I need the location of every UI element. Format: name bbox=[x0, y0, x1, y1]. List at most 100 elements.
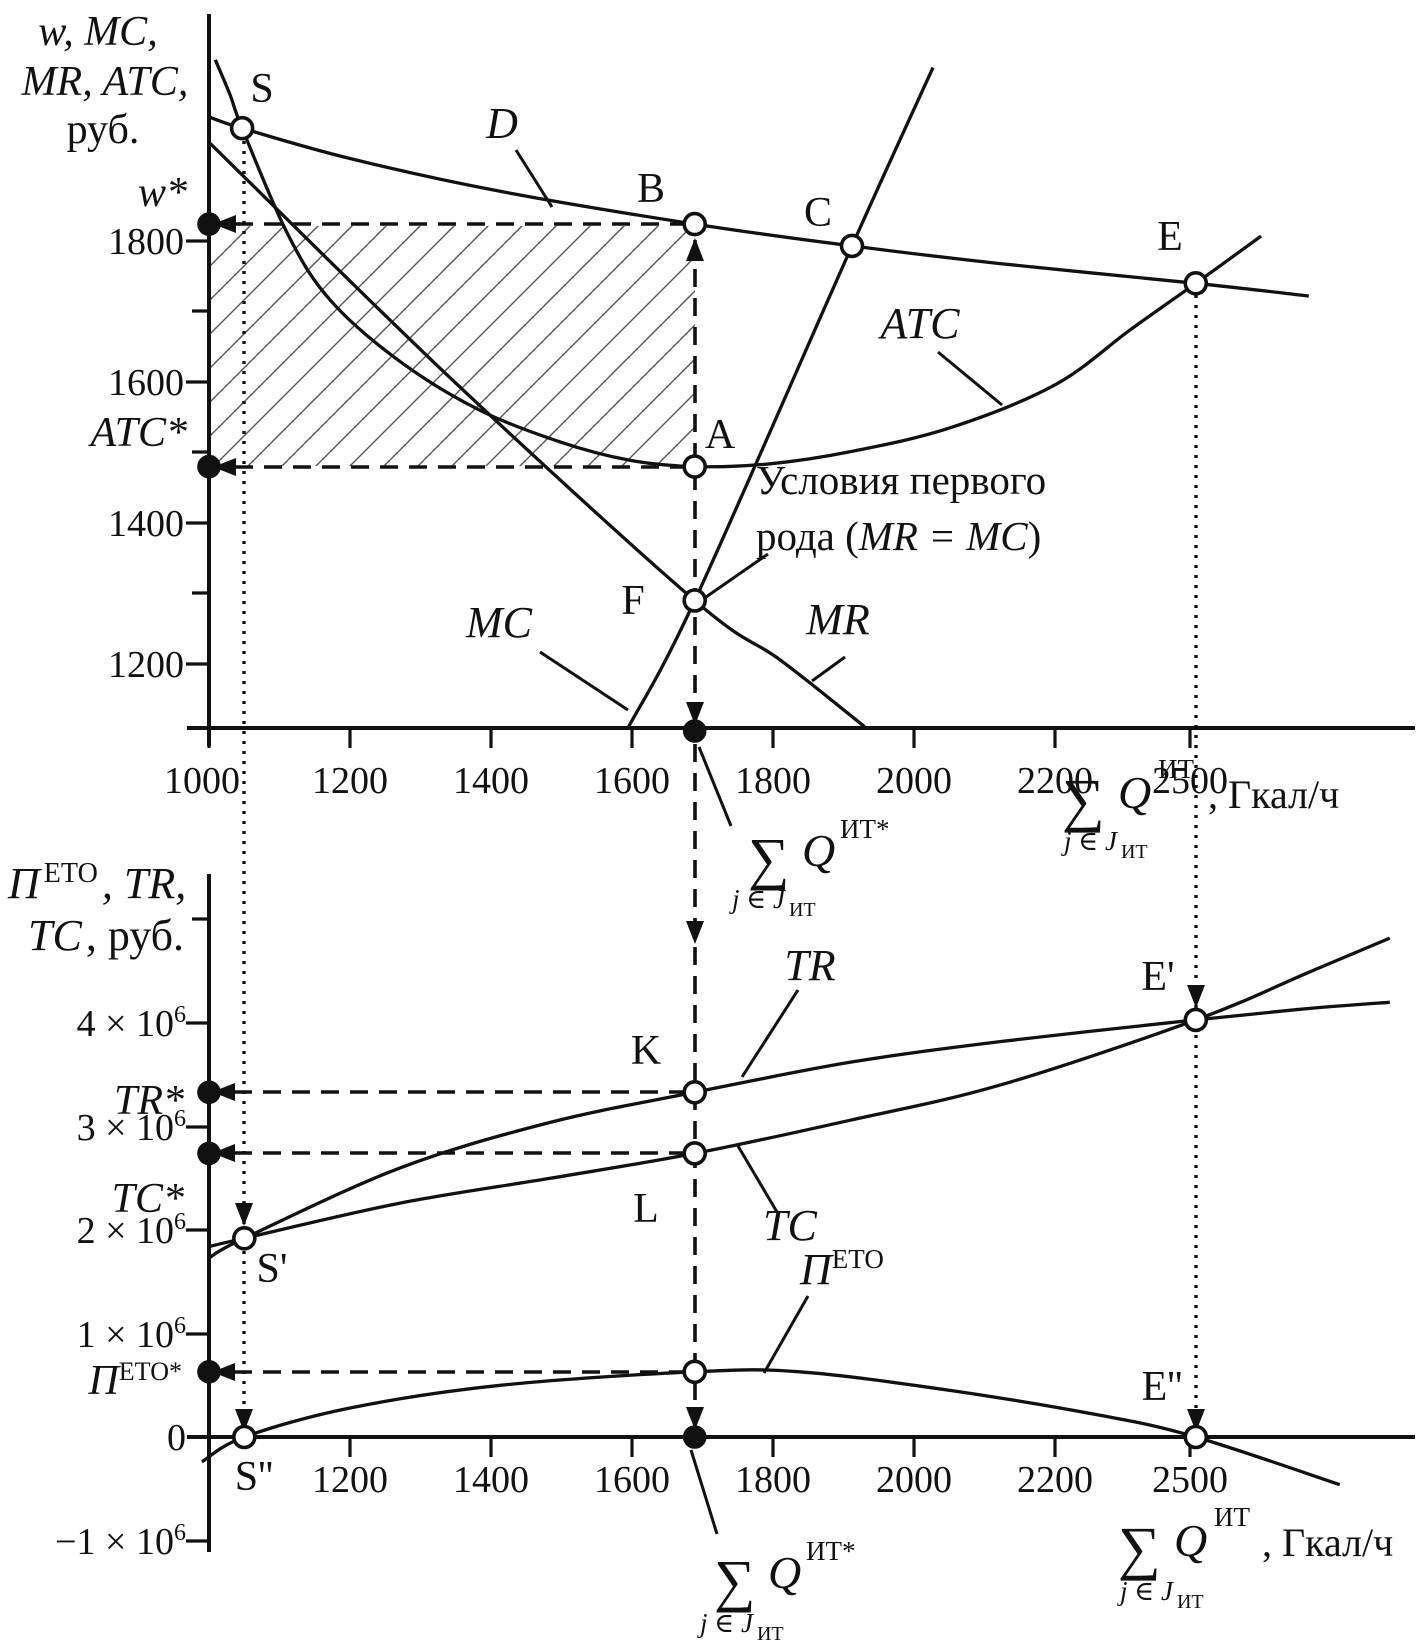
top-xtick-1000: 1000 bbox=[164, 760, 240, 802]
bottom-xtick-1600: 1600 bbox=[594, 1459, 670, 1501]
bottom-ytick-3e6: 3 × 106 bbox=[77, 1106, 186, 1149]
top-xtick-1200: 1200 bbox=[312, 760, 388, 802]
point-label-c: C bbox=[804, 190, 832, 236]
top-x-axis-unit-label: ∑ Q ИТ , Гкал/ч bbox=[1062, 754, 1339, 833]
leader-mr bbox=[811, 655, 846, 683]
bottom-xtick-1400: 1400 bbox=[453, 1459, 529, 1501]
top-y-axis-title-line2: MR, ATC, bbox=[21, 59, 189, 105]
arrow-down-mid-icon bbox=[686, 921, 704, 944]
bottom-xtick-1800: 1800 bbox=[735, 1459, 811, 1501]
top-y-axis-title-line1: w, MC, bbox=[38, 9, 157, 55]
point-label-eprime: E' bbox=[1141, 954, 1174, 1000]
bottom-curves bbox=[201, 936, 1391, 1487]
arrow-down-into-s2prime-icon bbox=[235, 1409, 253, 1432]
arrowheads bbox=[212, 215, 1205, 1432]
curve-MR bbox=[207, 141, 866, 728]
top-y-ticks bbox=[186, 239, 209, 666]
curve-label-atc: ATC bbox=[877, 299, 960, 348]
point-label-e: E bbox=[1157, 214, 1183, 260]
arrow-down-into-axis-dot-icon bbox=[686, 702, 704, 725]
point-label-sprime: S' bbox=[257, 1246, 288, 1292]
point-label-a: A bbox=[705, 412, 736, 458]
point-K bbox=[682, 1080, 708, 1105]
curve-D bbox=[208, 115, 1309, 298]
curve-label-d: D bbox=[485, 99, 518, 148]
curve-MC bbox=[626, 66, 935, 729]
guide-lines bbox=[234, 141, 1198, 1430]
trstar-label: TR* bbox=[114, 1078, 184, 1124]
bottom-y-ticks bbox=[186, 917, 209, 1543]
leader-atc bbox=[937, 350, 1003, 407]
dot-atcstar bbox=[197, 454, 221, 479]
top-xtick-1800: 1800 bbox=[735, 760, 811, 802]
curve-label-mr: MR bbox=[805, 595, 870, 644]
point-profit-max bbox=[682, 1359, 708, 1385]
arrow-left-atcstar-icon bbox=[213, 458, 236, 476]
leader-condition bbox=[705, 552, 769, 599]
top-ytick-1800: 1800 bbox=[108, 221, 184, 263]
curve-label-tc: TC bbox=[763, 1201, 817, 1250]
qstar-top-subscript: j ∈ J ИТ bbox=[729, 884, 816, 921]
curve-label-mc: MC bbox=[465, 598, 533, 647]
leader-tr bbox=[740, 989, 800, 1078]
top-x-ticks bbox=[207, 728, 1192, 748]
leader-tc bbox=[736, 1145, 779, 1213]
arrow-left-wstar-icon bbox=[213, 215, 236, 233]
dot-wstar bbox=[197, 212, 221, 236]
arrow-left-trstar-icon bbox=[212, 1083, 235, 1101]
point-A bbox=[682, 454, 708, 479]
tcstar-label: TC* bbox=[112, 1176, 184, 1222]
bottom-y-axis-title-line1: П ЕТО , TR, bbox=[7, 858, 186, 908]
dot-pistar bbox=[197, 1360, 221, 1384]
top-ytick-1400: 1400 bbox=[108, 503, 184, 545]
bottom-ytick-1e6: 1 × 106 bbox=[77, 1313, 186, 1356]
point-L bbox=[682, 1141, 708, 1166]
bottom-x-ticks bbox=[348, 1437, 1192, 1457]
curve-label-pi: ПЕТО bbox=[799, 1244, 884, 1294]
point-S-double-prime bbox=[232, 1424, 257, 1450]
arrow-down-into-e2prime-icon bbox=[1187, 1409, 1205, 1432]
point-label-e2prime: E'' bbox=[1142, 1364, 1183, 1410]
point-label-s: S bbox=[250, 66, 273, 112]
profit-rectangle-hatch bbox=[211, 226, 695, 466]
bottom-ytick-2e6: 2 × 106 bbox=[77, 1209, 186, 1252]
condition-annotation-line1: Условия первого bbox=[756, 457, 1046, 503]
arrow-down-into-sprime-icon bbox=[235, 1203, 253, 1226]
pistar-label: ПЕТО* bbox=[87, 1357, 182, 1404]
bottom-ytick-neg1e6: −1 × 106 bbox=[55, 1520, 186, 1563]
point-E bbox=[1183, 270, 1209, 296]
arrow-down-into-eprime-icon bbox=[1187, 985, 1205, 1008]
bottom-xtick-2500: 2500 bbox=[1152, 1459, 1228, 1501]
top-ytick-1200: 1200 bbox=[108, 644, 184, 686]
top-curves bbox=[207, 59, 1309, 729]
top-x-axis-unit-subscript: j ∈ J ИТ bbox=[1061, 826, 1148, 863]
dot-trstar bbox=[197, 1080, 221, 1105]
point-label-s2prime: S'' bbox=[235, 1454, 274, 1500]
curve-П_ЕТО bbox=[201, 1368, 1341, 1487]
top-xtick-1600: 1600 bbox=[594, 760, 670, 802]
top-ytick-1600: 1600 bbox=[108, 362, 184, 404]
point-E-prime bbox=[1183, 1007, 1209, 1033]
arrow-down-into-zero-dot-icon bbox=[686, 1407, 704, 1430]
bottom-ytick-4e6: 4 × 106 bbox=[77, 1002, 186, 1045]
point-C bbox=[839, 233, 865, 259]
point-label-b: B bbox=[637, 166, 665, 212]
point-label-f: F bbox=[621, 578, 644, 624]
point-label-k: K bbox=[631, 1028, 661, 1074]
point-E-double-prime bbox=[1183, 1424, 1209, 1450]
bottom-xtick-2200: 2200 bbox=[1017, 1459, 1093, 1501]
point-F bbox=[682, 588, 708, 613]
top-xtick-1400: 1400 bbox=[453, 760, 529, 802]
dot-qstar-top-axis bbox=[682, 719, 707, 743]
bottom-ytick-0: 0 bbox=[167, 1417, 186, 1459]
top-xtick-2000: 2000 bbox=[876, 760, 952, 802]
point-markers bbox=[197, 115, 1209, 1450]
leader-qstar-top bbox=[697, 746, 733, 827]
bottom-y-axis-title-line2: TC , руб. bbox=[28, 911, 184, 960]
curve-ATC bbox=[213, 59, 1263, 469]
point-label-l: L bbox=[633, 1186, 659, 1232]
point-S-prime bbox=[232, 1226, 257, 1251]
qstar-bottom-label: ∑ Q ИТ* bbox=[714, 1536, 856, 1613]
bottom-xtick-1200: 1200 bbox=[312, 1459, 388, 1501]
arrow-left-tcstar-icon bbox=[212, 1144, 235, 1162]
